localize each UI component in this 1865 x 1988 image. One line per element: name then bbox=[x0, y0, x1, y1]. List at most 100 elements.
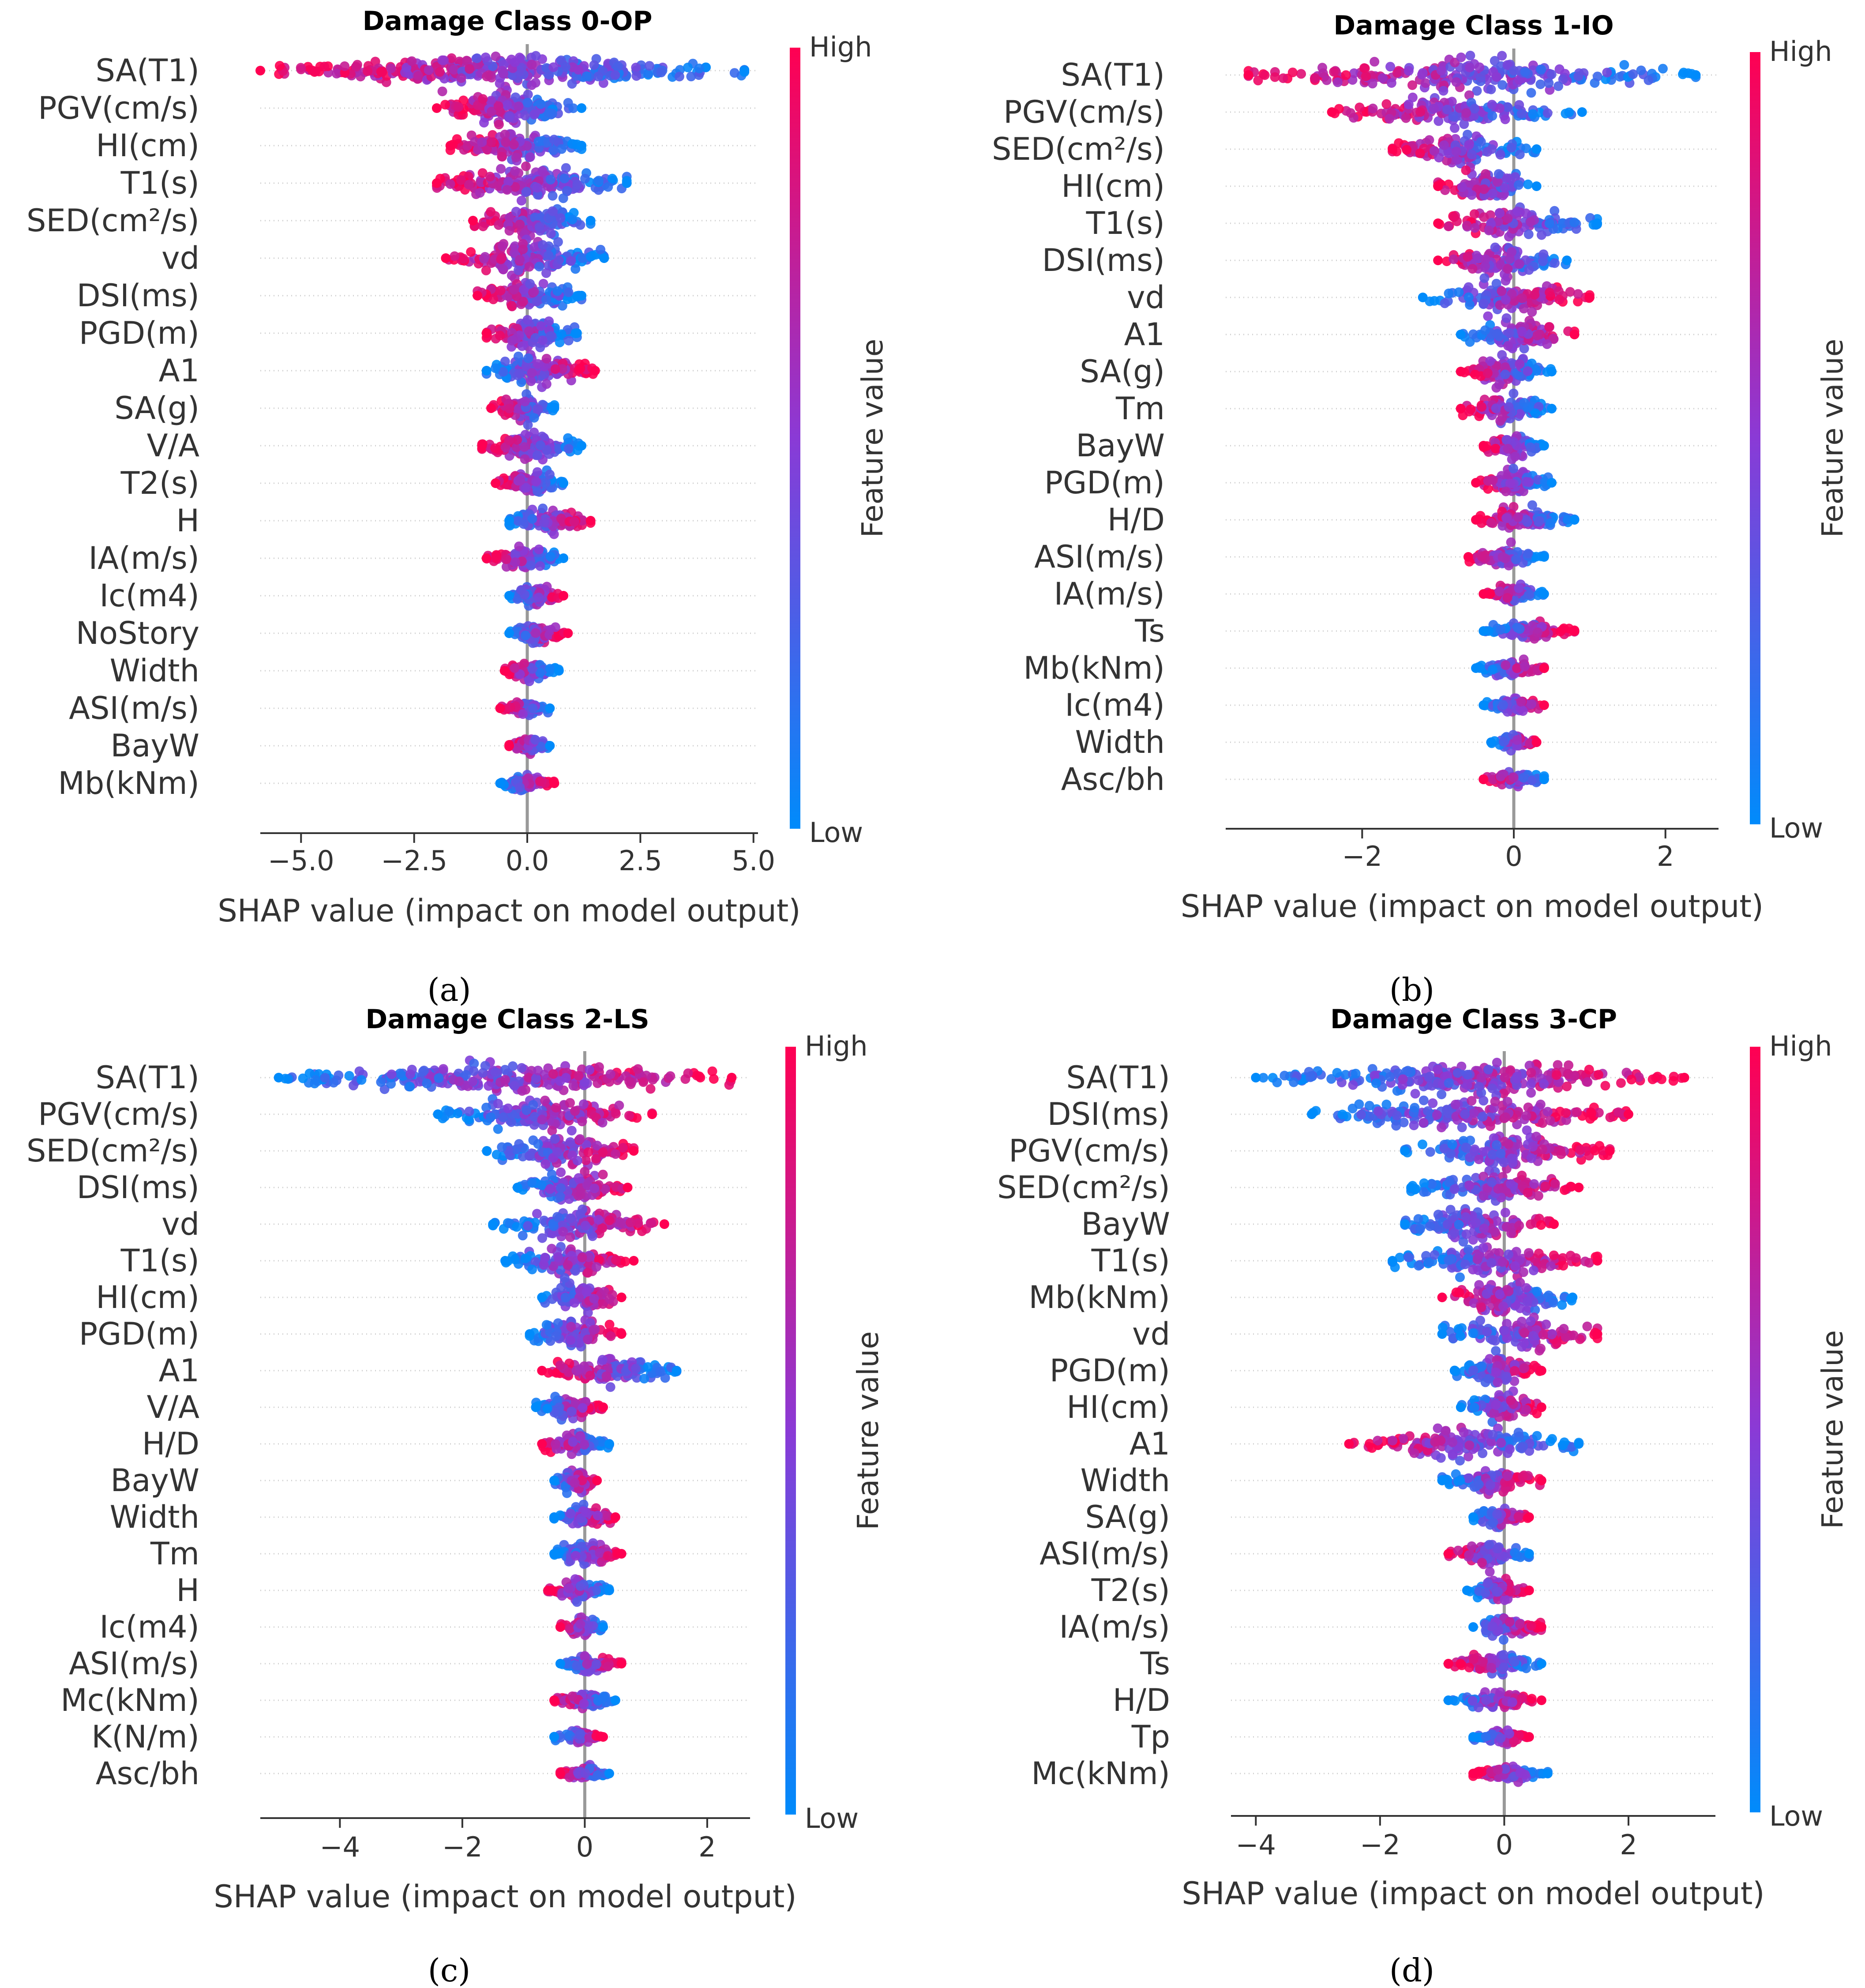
data-point bbox=[1527, 699, 1536, 709]
data-point bbox=[1545, 287, 1555, 297]
data-point bbox=[500, 129, 510, 139]
data-point bbox=[1451, 147, 1461, 157]
data-point bbox=[1498, 737, 1509, 747]
data-point bbox=[1504, 402, 1514, 412]
data-point bbox=[1503, 214, 1513, 223]
data-point bbox=[1417, 70, 1427, 80]
data-point bbox=[1461, 165, 1471, 175]
feature-label: HI(cm) bbox=[96, 128, 199, 164]
feature-label: A1 bbox=[159, 353, 199, 389]
data-point bbox=[1517, 327, 1527, 337]
data-point bbox=[545, 175, 555, 185]
data-point bbox=[1502, 513, 1512, 523]
data-point bbox=[1569, 218, 1580, 227]
data-point bbox=[491, 478, 501, 488]
feature-label: IA(m/s) bbox=[1054, 576, 1165, 612]
data-point bbox=[525, 279, 535, 289]
data-point bbox=[1487, 111, 1497, 121]
feature-label: H/D bbox=[1107, 502, 1165, 538]
data-point bbox=[1569, 515, 1580, 525]
data-point bbox=[1516, 109, 1527, 119]
data-point bbox=[1433, 218, 1443, 228]
data-point bbox=[1487, 100, 1497, 110]
data-point bbox=[504, 628, 514, 638]
data-point bbox=[1544, 78, 1554, 88]
data-point bbox=[1456, 367, 1466, 376]
data-point bbox=[542, 445, 552, 455]
data-point bbox=[387, 1069, 397, 1079]
data-point bbox=[1494, 380, 1504, 390]
data-point bbox=[402, 63, 412, 73]
data-point bbox=[472, 53, 482, 63]
data-point bbox=[594, 176, 604, 186]
data-point bbox=[1490, 242, 1500, 252]
data-point bbox=[1550, 258, 1560, 268]
data-point bbox=[356, 1075, 367, 1085]
data-point bbox=[504, 436, 514, 445]
data-point bbox=[1516, 697, 1526, 707]
data-point bbox=[511, 207, 521, 217]
swarm-mb-knm bbox=[1471, 654, 1549, 680]
feature-label: HI(cm) bbox=[1061, 168, 1165, 204]
data-point bbox=[481, 328, 492, 338]
data-point bbox=[1539, 700, 1549, 710]
data-point bbox=[1471, 515, 1481, 525]
data-point bbox=[537, 166, 548, 176]
x-axis-label: SHAP value (impact on model output) bbox=[218, 893, 800, 929]
data-point bbox=[504, 403, 514, 413]
data-point bbox=[481, 553, 492, 563]
data-point bbox=[1487, 188, 1497, 199]
data-point bbox=[1482, 147, 1493, 157]
data-point bbox=[536, 99, 546, 109]
data-point bbox=[577, 291, 587, 301]
panel-caption: (a) bbox=[427, 971, 471, 1008]
data-point bbox=[1519, 398, 1529, 408]
data-point bbox=[656, 68, 666, 78]
swarm-ic-m4 bbox=[1478, 693, 1549, 717]
data-point bbox=[567, 79, 577, 89]
data-point bbox=[1514, 180, 1524, 190]
data-point bbox=[555, 337, 565, 347]
data-point bbox=[528, 337, 538, 347]
data-point bbox=[1465, 300, 1475, 310]
data-point bbox=[1495, 624, 1505, 635]
data-point bbox=[1418, 293, 1428, 302]
data-point bbox=[1535, 516, 1544, 526]
colorbar-high-label: High bbox=[1769, 35, 1832, 68]
data-point bbox=[529, 109, 539, 120]
data-point bbox=[450, 251, 460, 261]
data-point bbox=[1471, 663, 1481, 673]
data-point bbox=[1545, 518, 1555, 528]
data-point bbox=[544, 108, 555, 118]
panel-caption: (b) bbox=[1389, 971, 1434, 1008]
data-point bbox=[518, 244, 528, 254]
swarm-v-a bbox=[477, 420, 587, 465]
data-point bbox=[422, 1079, 432, 1089]
data-point bbox=[320, 1073, 330, 1083]
data-point bbox=[567, 214, 578, 225]
data-point bbox=[454, 102, 464, 112]
data-point bbox=[424, 65, 434, 75]
data-point bbox=[344, 1071, 354, 1081]
data-point bbox=[1497, 80, 1508, 90]
data-point bbox=[1539, 774, 1549, 784]
x-axis-label: SHAP value (impact on model output) bbox=[1181, 888, 1764, 924]
swarm-t1-s bbox=[432, 161, 632, 203]
chart-panel-b: Damage Class 1-IOSA(T1)PGV(cm/s)SED(cm²/… bbox=[992, 10, 1850, 1008]
data-point bbox=[514, 101, 524, 112]
data-point bbox=[354, 1066, 364, 1076]
swarm-asi-m-s bbox=[495, 697, 555, 720]
data-point bbox=[532, 467, 542, 477]
data-point bbox=[530, 735, 540, 745]
data-point bbox=[610, 70, 620, 80]
data-point bbox=[1448, 254, 1459, 264]
data-point bbox=[1368, 103, 1378, 113]
data-point bbox=[1476, 73, 1486, 83]
data-point bbox=[665, 1071, 675, 1081]
data-point bbox=[492, 553, 502, 564]
data-point bbox=[486, 403, 496, 413]
data-point bbox=[1512, 735, 1522, 745]
data-point bbox=[1506, 143, 1516, 153]
swarm-pgd-m bbox=[1471, 463, 1557, 496]
